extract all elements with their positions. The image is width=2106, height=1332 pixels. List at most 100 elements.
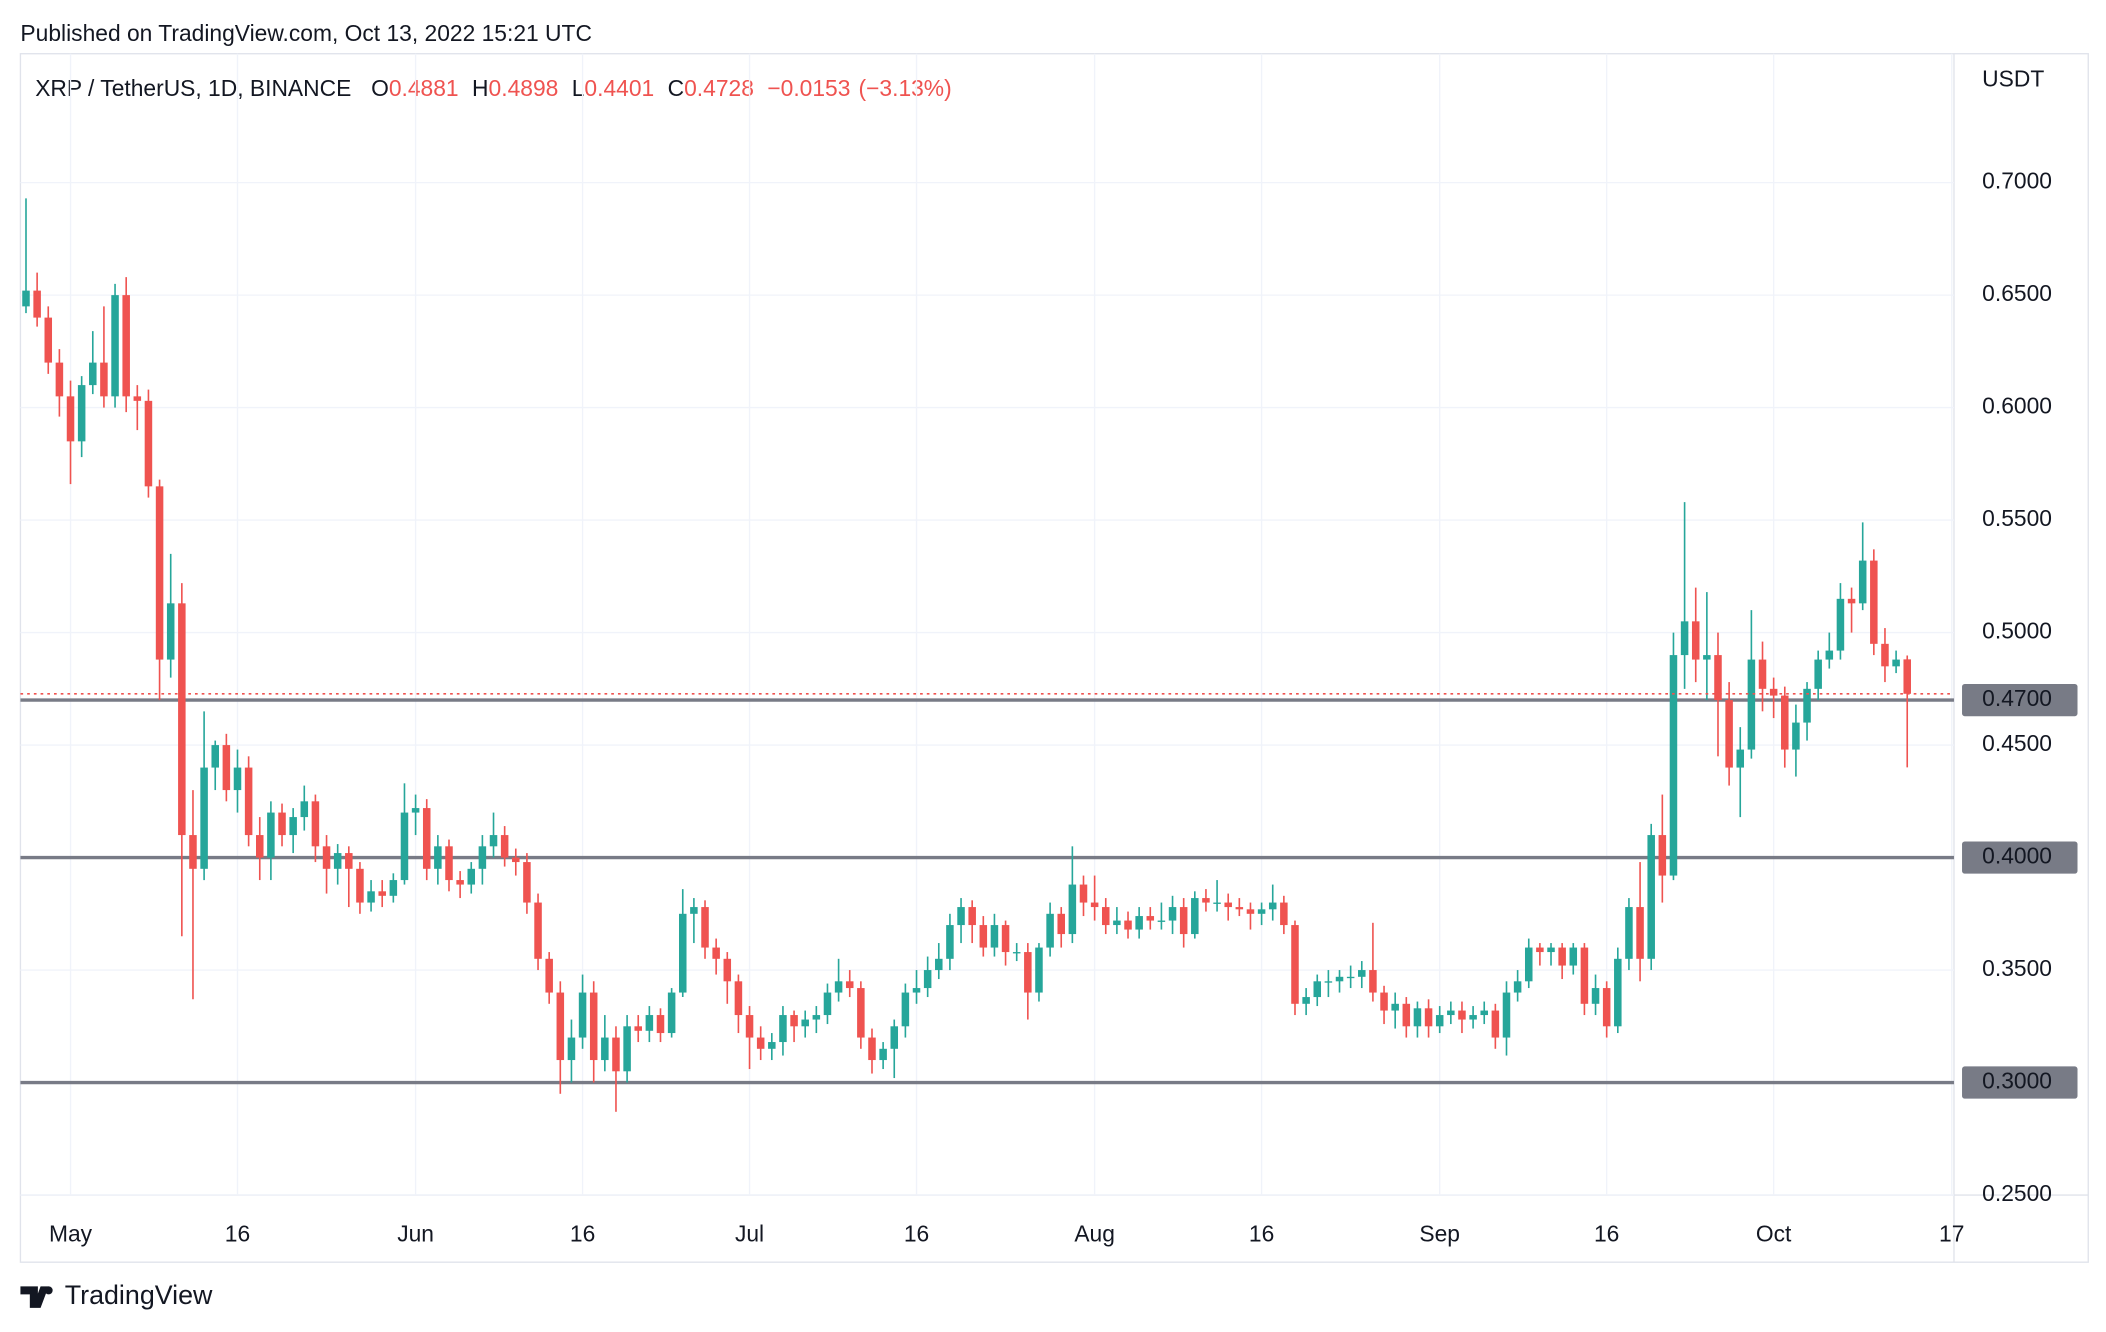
candle-body [1703,655,1711,660]
candle-body [1135,916,1143,930]
candle-body [200,767,208,869]
candle-body [1402,1003,1411,1027]
candle-body [144,400,153,487]
level-label: 0.4700 [1982,685,2052,711]
logo-dot [44,1286,53,1295]
candle-body [33,290,41,318]
candle-body [1268,902,1277,910]
candle-body [790,1015,798,1027]
candle-body [1146,916,1155,921]
candle-body [311,801,320,847]
level-label: 0.3000 [1982,1068,2052,1094]
candle-body [1558,947,1566,966]
candle-body [1068,884,1077,935]
candle-body [22,290,30,307]
candle-body [445,846,453,881]
candle-body [1647,835,1655,959]
candle-body [1602,988,1611,1027]
y-tick-label: 0.7000 [1982,168,2052,194]
candle-body [478,846,487,869]
candle-body [901,992,910,1027]
candle-body [578,992,587,1038]
candle-body [923,970,932,989]
candle-body [1001,925,1010,953]
x-tick-label: May [49,1220,93,1246]
candle-body [289,817,297,836]
candle-body [1257,909,1266,914]
candle-body [244,767,253,836]
candle-body [1625,907,1633,959]
y-tick-label: 0.5000 [1982,618,2052,644]
candle-body [411,808,420,813]
candle-body [1424,1008,1433,1027]
candle-body [1591,988,1600,1004]
candle-body [1447,1010,1455,1016]
candle-body [456,880,464,885]
candle-body [512,857,520,863]
footer-brand: TradingView [65,1280,213,1310]
candle-body [44,317,53,363]
candle-body [300,801,309,818]
candle-body [255,835,264,858]
x-tick-label: 16 [1594,1220,1619,1246]
candle-body [1213,902,1221,904]
candle-body [1079,884,1088,903]
candle-body [1057,913,1065,935]
candle-body [1191,898,1199,935]
candle-body [589,992,598,1061]
candle-body [968,907,976,926]
candle-body [879,1048,887,1061]
candle-body [1513,981,1522,993]
candle-body [166,603,175,660]
candle-body [66,396,75,442]
candle-body [957,907,965,926]
candle-body [1747,659,1756,750]
candle-body [1903,659,1911,694]
candle-body [723,958,732,982]
candle-body [400,812,409,881]
candle-body [1346,976,1355,979]
candle-body [1313,981,1322,998]
x-tick-label: Sep [1419,1220,1460,1246]
candle-body [634,1026,642,1031]
candle-body [1769,688,1778,696]
candle-body [1369,970,1377,993]
candle-body [1792,722,1800,750]
x-tick-label: 17 [1939,1220,1964,1246]
symbol: XRP / TetherUS, 1D, BINANCE [35,75,351,101]
candle-body [1090,902,1099,908]
candle-body [745,1015,754,1038]
candle-body [178,603,186,836]
x-tick-label: Jun [397,1220,434,1246]
ohlc-key: L [572,75,585,101]
level-label-box [1962,1066,2078,1099]
candle-body [768,1042,776,1049]
candle-body [1669,655,1678,876]
candle-body [1335,976,1344,982]
candle-body [222,745,231,791]
ohlc-key: H [472,75,488,101]
level-label-box [1962,841,2078,874]
candle-body [845,981,854,989]
candle-body [389,880,398,896]
candle-body [857,988,865,1038]
candle-body [133,396,142,401]
legend-header: XRP / TetherUS, 1D, BINANCE O0.4881 H0.48… [35,75,952,101]
candle-body [345,853,353,869]
ohlc-key: O [371,75,389,101]
candle-body [1280,902,1288,926]
candle-body [1836,598,1845,651]
candle-body [1101,907,1110,926]
candle-body [489,835,498,847]
candle-body [111,295,119,397]
candle-body [823,992,832,1016]
candle-body [678,913,687,993]
candle-body [1547,947,1555,953]
candle-body [422,808,431,869]
ohlc-value: 0.4898 [489,75,559,101]
ohlc-value: 0.4881 [389,75,459,101]
candle-body [1781,695,1789,750]
x-tick-label: Jul [735,1220,764,1246]
